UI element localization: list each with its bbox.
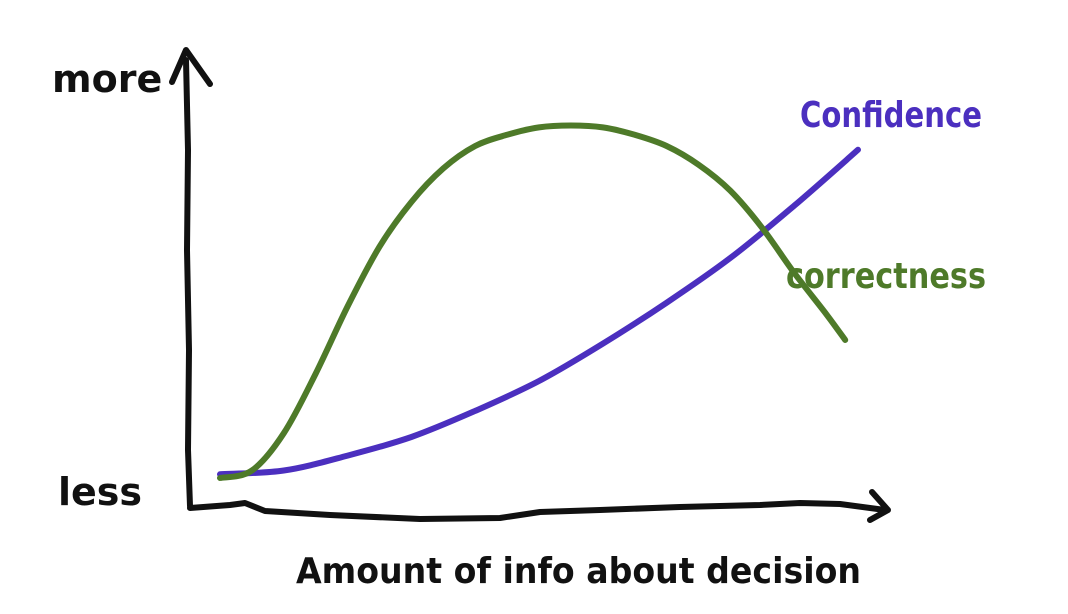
y-axis-line	[183, 57, 193, 509]
series-layer	[217, 122, 861, 481]
x-axis-arrow-head	[867, 489, 891, 523]
series-line-correctness	[217, 122, 849, 481]
confidence-series-label: Confidence	[800, 95, 982, 136]
axes	[169, 47, 891, 523]
correctness-series-label: correctness	[786, 256, 986, 297]
x-axis-line	[187, 500, 888, 522]
x-axis-label: Amount of info about decision	[296, 551, 861, 592]
y-axis-bottom-label: less	[58, 470, 142, 514]
y-axis-top-label: more	[52, 57, 162, 101]
y-axis-arrow-head	[169, 47, 213, 87]
series-line-confidence	[217, 146, 861, 478]
